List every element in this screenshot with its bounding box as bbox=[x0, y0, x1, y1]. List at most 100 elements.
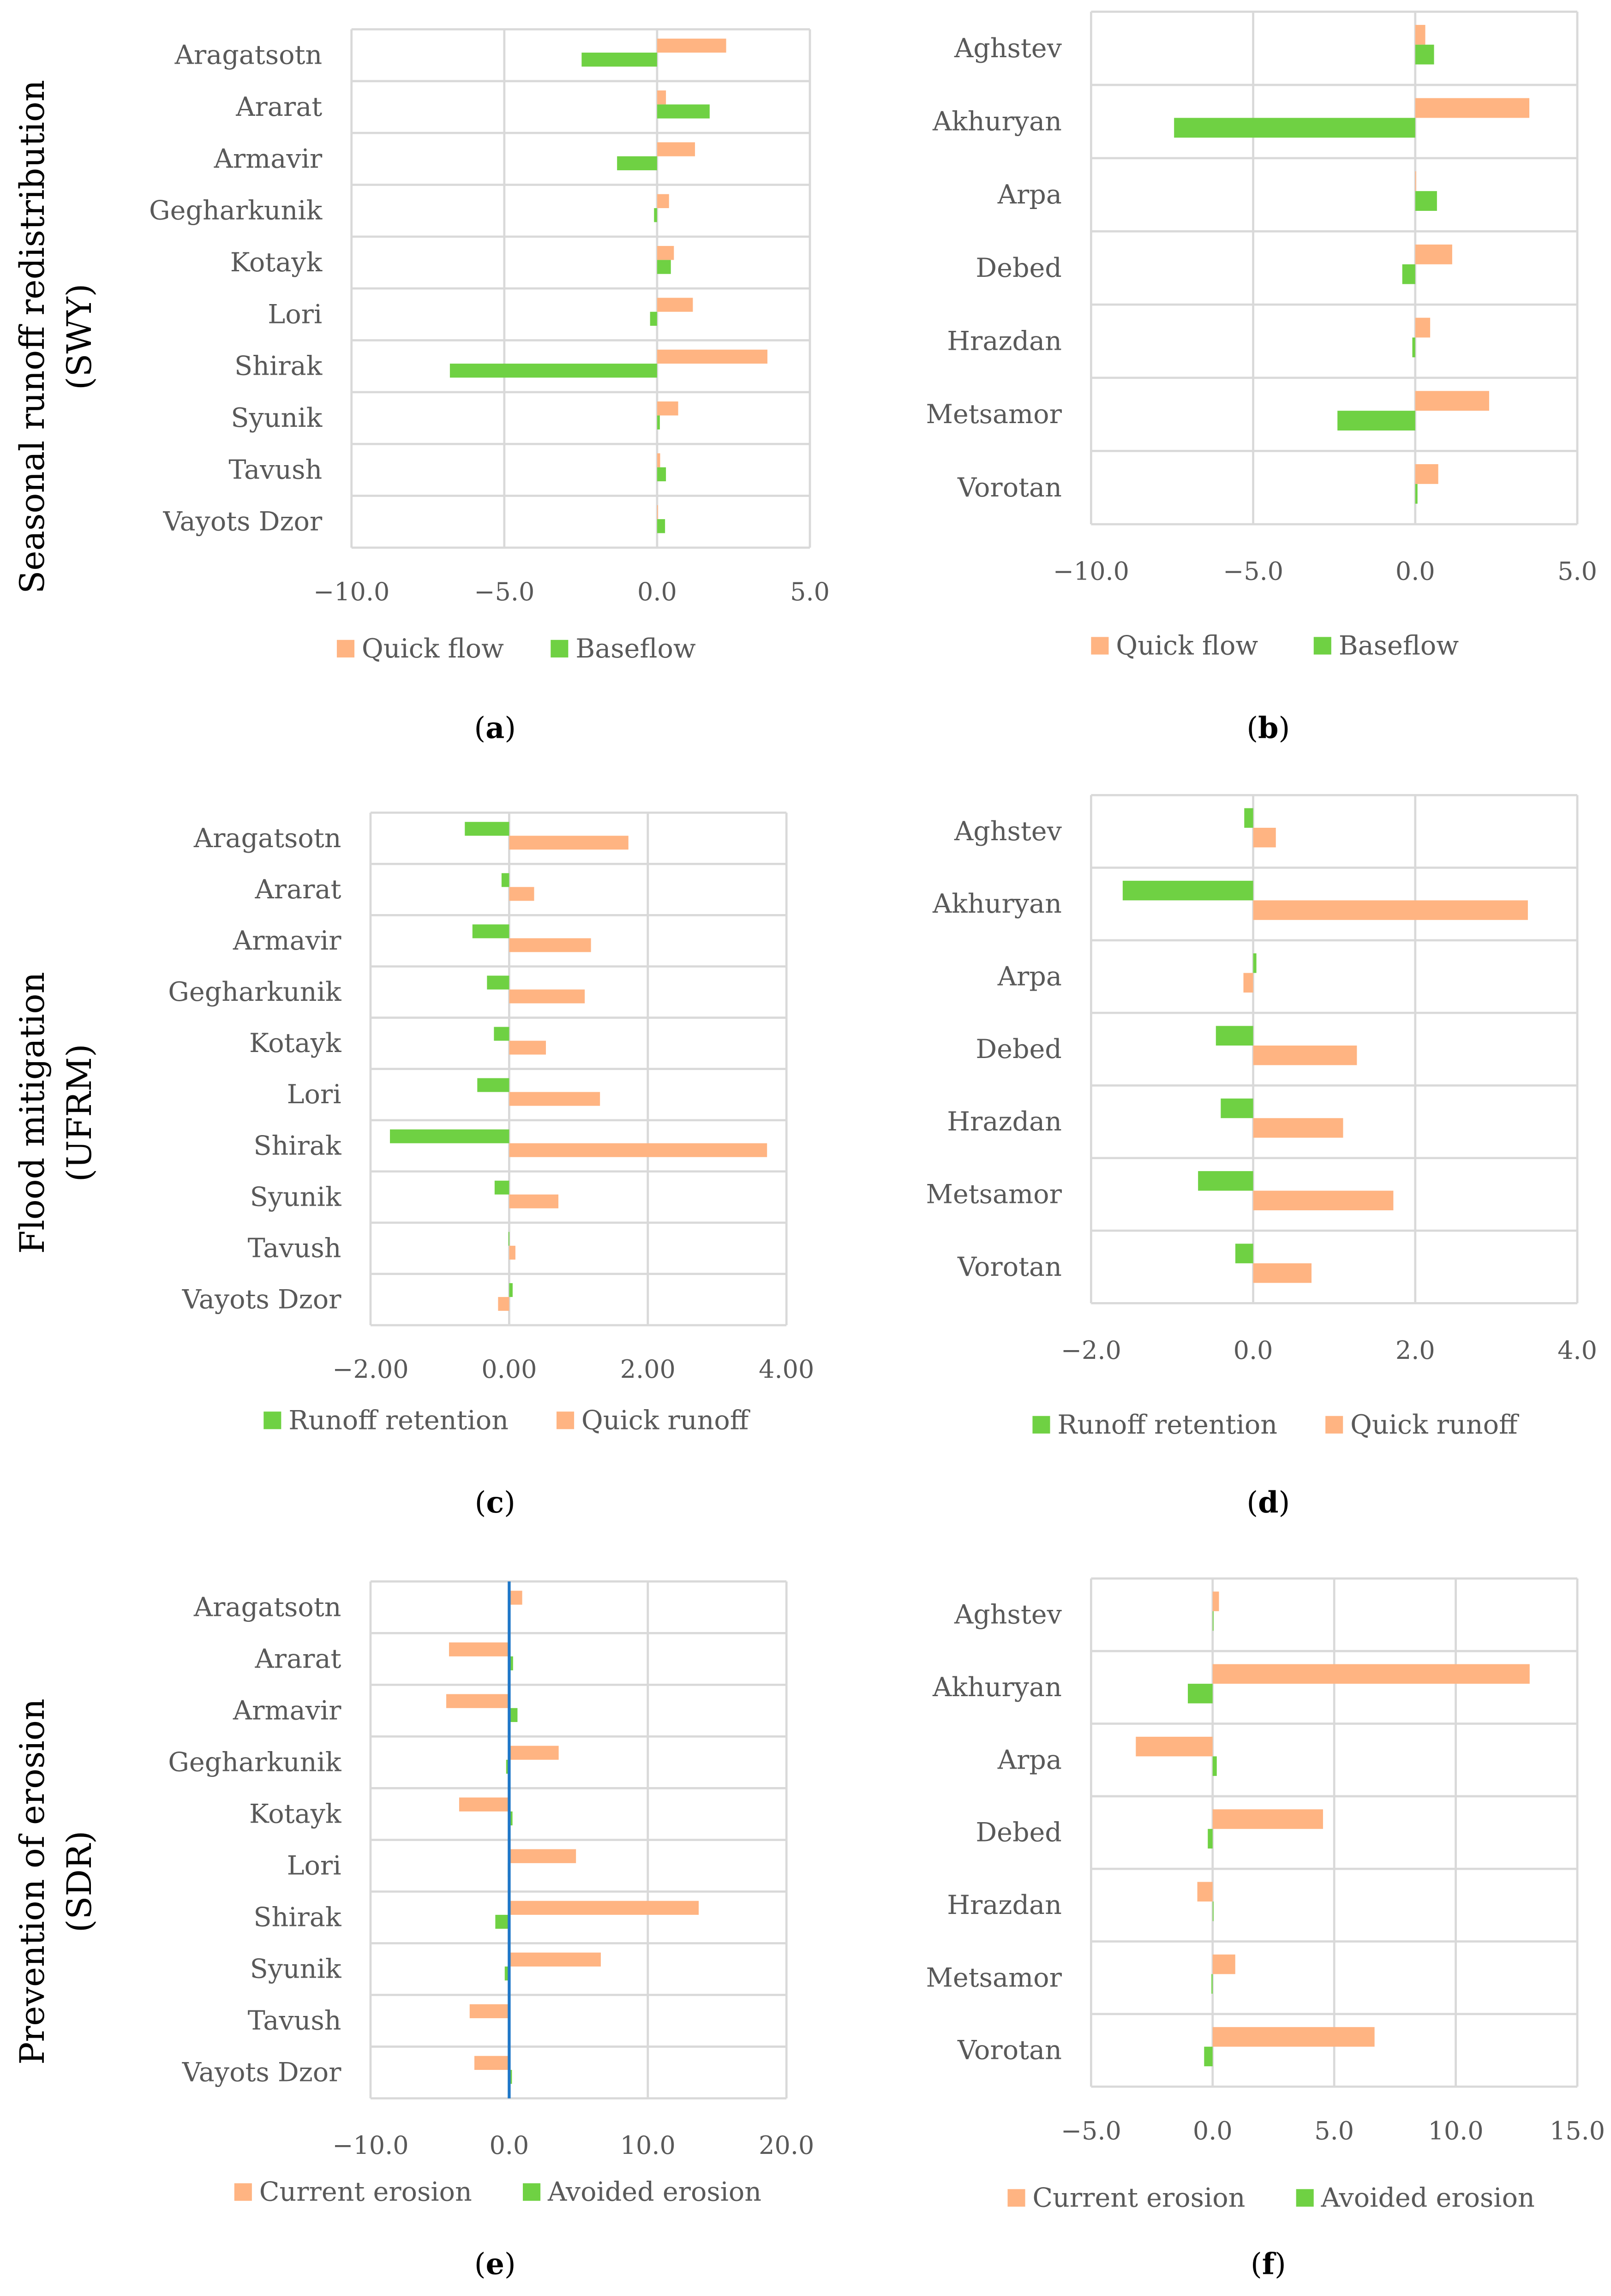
bar-quick-runoff bbox=[509, 1245, 515, 1260]
chart-panel-c: −2.00 0.00 2.00 4.00 Aragatsotn Ararat Armavir… bbox=[168, 811, 814, 1519]
bar-current-erosion bbox=[509, 1746, 559, 1760]
x-tick-label: −5.0 bbox=[1061, 2116, 1121, 2145]
bar-baseflow bbox=[1412, 337, 1415, 358]
bar-avoided-erosion bbox=[1212, 1611, 1214, 1631]
x-tick-label: 0.00 bbox=[481, 1355, 537, 1384]
category-label: Syunik bbox=[250, 1954, 341, 1985]
panel-caption: (a) bbox=[474, 710, 516, 745]
legend-label: Baseflow bbox=[1339, 631, 1459, 661]
category-label: Aghstev bbox=[954, 1600, 1062, 1630]
bar-runoff-retention bbox=[509, 1283, 513, 1297]
legend-swatch bbox=[1296, 2189, 1314, 2207]
bar-runoff-retention bbox=[494, 1180, 509, 1195]
x-tick-label: −5.0 bbox=[474, 577, 534, 606]
x-tick-label: 20.0 bbox=[759, 2131, 814, 2160]
bar-quick-runoff bbox=[509, 1143, 767, 1157]
x-tick-label: −2.00 bbox=[332, 1355, 408, 1384]
category-label: Lori bbox=[287, 1079, 341, 1110]
legend-swatch bbox=[1032, 1416, 1050, 1434]
bar-quick-flow bbox=[1415, 171, 1416, 191]
bar-current-erosion bbox=[1212, 1591, 1219, 1611]
bar-quick-runoff bbox=[509, 887, 534, 901]
category-label: Syunik bbox=[250, 1182, 341, 1212]
legend-label: Quick runoff bbox=[1350, 1410, 1519, 1440]
bar-current-erosion bbox=[1197, 1882, 1213, 1902]
category-label: Akhuryan bbox=[932, 889, 1062, 919]
bar-baseflow bbox=[449, 364, 657, 378]
category-label: Aragatsotn bbox=[193, 1592, 341, 1622]
bar-quick-runoff bbox=[509, 1092, 600, 1106]
bar-quick-runoff bbox=[498, 1297, 509, 1311]
x-tick-label: 5.0 bbox=[1314, 2116, 1354, 2145]
x-tick-label: 0.0 bbox=[1395, 557, 1435, 586]
legend-label: Runoff retention bbox=[1057, 1410, 1277, 1440]
legend-swatch bbox=[556, 1411, 575, 1429]
panel-caption: (e) bbox=[474, 2246, 516, 2281]
x-tick-label: 4.00 bbox=[759, 1355, 814, 1384]
category-label: Aragatsotn bbox=[193, 823, 341, 854]
chart-panel-d: −2.0 0.0 2.0 4.0 Aghstev Akhuryan Arpa Debed Hra… bbox=[926, 794, 1597, 1519]
category-label: Gegharkunik bbox=[168, 1747, 341, 1777]
category-label: Akhuryan bbox=[932, 106, 1062, 137]
category-label: Armavir bbox=[233, 1695, 341, 1726]
bar-baseflow bbox=[654, 208, 657, 222]
bar-quick-flow bbox=[657, 298, 693, 312]
bar-current-erosion bbox=[474, 2056, 509, 2070]
x-tick-label: 0.0 bbox=[1193, 2116, 1233, 2145]
bar-quick-runoff bbox=[1253, 1190, 1394, 1211]
bar-quick-flow bbox=[657, 349, 767, 364]
bar-avoided-erosion bbox=[509, 1811, 513, 1826]
bar-runoff-retention bbox=[389, 1129, 509, 1143]
legend-swatch bbox=[1325, 1416, 1343, 1434]
category-label: Gegharkunik bbox=[149, 196, 323, 226]
x-tick-label: −5.0 bbox=[1223, 557, 1283, 586]
category-label: Vayots Dzor bbox=[182, 2057, 341, 2088]
bar-runoff-retention bbox=[1221, 1098, 1253, 1118]
category-label: Armavir bbox=[233, 926, 341, 956]
panel-caption: (d) bbox=[1246, 1485, 1290, 1519]
category-label: Debed bbox=[976, 1818, 1062, 1848]
legend-swatch bbox=[1313, 637, 1331, 655]
x-tick-label: 5.0 bbox=[790, 577, 830, 606]
bar-avoided-erosion bbox=[504, 1966, 509, 1981]
category-label: Tavush bbox=[228, 454, 322, 485]
legend-swatch bbox=[1007, 2189, 1025, 2207]
bar-quick-runoff bbox=[509, 836, 629, 850]
bar-baseflow bbox=[657, 519, 665, 533]
chart-panel-e: −10.0 0.0 10.0 20.0 Aragatsotn Ararat Armavir G… bbox=[168, 1580, 814, 2281]
legend-label: Runoff retention bbox=[288, 1405, 509, 1435]
row-subtitle: (SDR) bbox=[60, 1831, 99, 1932]
bar-avoided-erosion bbox=[509, 1708, 518, 1722]
legend-label: Avoided erosion bbox=[547, 2177, 761, 2207]
bar-avoided-erosion bbox=[509, 1656, 513, 1671]
bar-quick-flow bbox=[1415, 98, 1530, 118]
bar-baseflow bbox=[1415, 484, 1418, 504]
legend-label: Quick runoff bbox=[581, 1405, 750, 1435]
category-label: Aghstev bbox=[954, 33, 1062, 64]
bar-quick-flow bbox=[657, 90, 666, 105]
category-label: Lori bbox=[287, 1851, 341, 1881]
bar-avoided-erosion bbox=[1188, 1684, 1213, 1704]
bar-baseflow bbox=[1174, 118, 1415, 138]
x-tick-label: −2.0 bbox=[1061, 1336, 1121, 1365]
bar-runoff-retention bbox=[494, 1027, 509, 1041]
bar-runoff-retention bbox=[477, 1078, 509, 1092]
legend-label: Baseflow bbox=[575, 634, 696, 664]
bar-quick-flow bbox=[657, 38, 726, 53]
bar-runoff-retention bbox=[1198, 1171, 1253, 1191]
bar-quick-flow bbox=[1415, 464, 1438, 484]
category-label: Arpa bbox=[997, 962, 1062, 992]
bar-baseflow bbox=[1402, 264, 1415, 284]
x-tick-label: 4.0 bbox=[1557, 1336, 1597, 1365]
chart-panel-b: −10.0 −5.0 0.0 5.0 Aghstev Akhuryan Arpa Debed H… bbox=[926, 11, 1597, 745]
x-tick-label: −10.0 bbox=[1053, 557, 1129, 586]
bar-current-erosion bbox=[509, 1590, 522, 1605]
bar-baseflow bbox=[657, 415, 660, 430]
category-label: Kotayk bbox=[249, 1799, 341, 1829]
row-title: Flood mitigation bbox=[13, 972, 52, 1254]
bar-quick-runoff bbox=[1253, 1045, 1357, 1065]
x-tick-label: 0.0 bbox=[1234, 1336, 1273, 1365]
bar-quick-flow bbox=[657, 246, 674, 260]
category-label: Debed bbox=[976, 253, 1062, 283]
legend-swatch bbox=[1091, 637, 1109, 655]
